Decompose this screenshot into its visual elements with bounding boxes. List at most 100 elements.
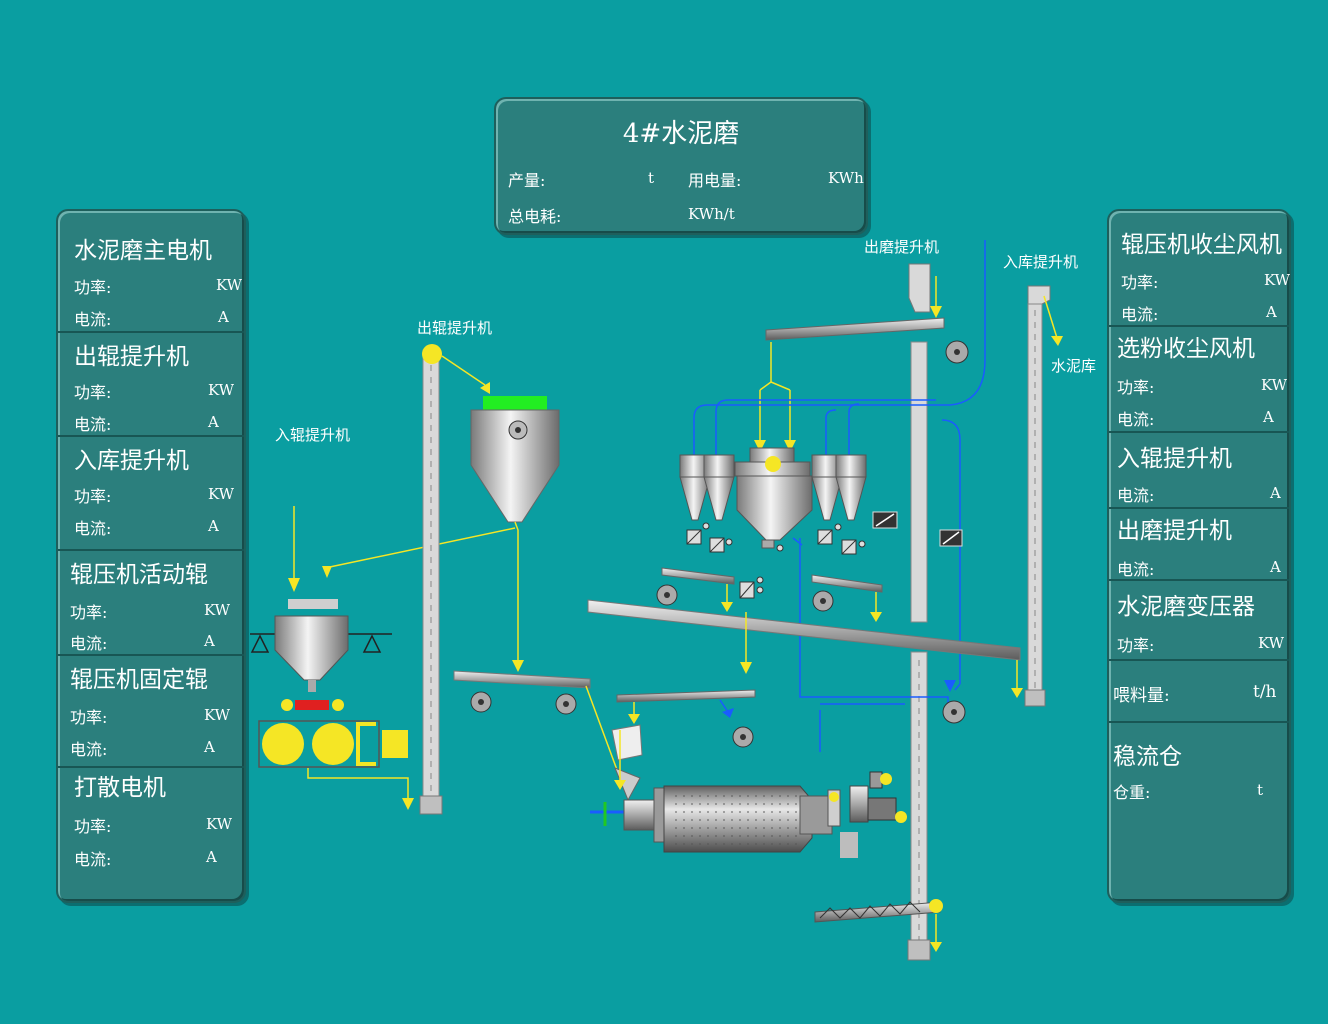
current-label: 电流: [74,519,112,538]
power-label: 功率: [70,708,108,727]
right-equipment-panel: 辊压机收尘风机 功率: KW 电流: A 选粉收尘风机 功率: KW 电流: A… [1107,209,1291,903]
section-main-motor: 水泥磨主电机 功率: KW 电流: A [58,211,244,333]
screw-conveyor [814,899,943,923]
roller-in-feed-chute [288,506,516,592]
section-scatter-motor: 打散电机 功率: KW 电流: A [58,766,244,896]
feed-unit: t/h [1253,682,1277,702]
current-label: 电流: [1121,305,1159,324]
section-roller-out-elevator: 出辊提升机 功率: KW 电流: A [58,331,244,437]
power-label: 功率: [70,603,108,622]
power-unit: KW [1258,634,1285,652]
section-storage-elevator: 入库提升机 功率: KW 电流: A [58,435,244,551]
power-label: 功率: [74,817,112,836]
weight-label: 仓重: [1113,783,1151,802]
left-belt-conveyor [453,670,621,779]
section-title: 水泥磨变压器 [1117,594,1255,620]
power-label: 功率: [74,487,112,506]
power-label: 功率: [1117,378,1155,397]
current-unit: A [1270,484,1281,502]
label-roller-in-elevator: 入辊提升机 [275,426,350,444]
section-roller-dust-fan: 辊压机收尘风机 功率: KW 电流: A [1109,211,1291,327]
current-unit: A [218,308,229,326]
power-label: 功率: [74,278,112,297]
ball-mill [590,724,907,858]
current-label: 电流: [74,415,112,434]
power-unit: KW [204,601,231,619]
power-use-label: 用电量: [688,171,742,190]
page-title: 4#水泥磨 [622,119,740,149]
label-cement-silo: 水泥库 [1051,357,1096,375]
output-unit: t [648,169,655,187]
storage-elevator [1011,285,1063,707]
section-movable-roller: 辊压机活动辊 功率: KW 电流: A [58,549,244,656]
power-unit: KW [1261,376,1288,394]
power-unit: KW [216,276,243,294]
section-title: 打散电机 [74,775,166,801]
header-panel: 4#水泥磨 产量: t 用电量: KWh 总电耗: KWh/t [494,97,868,235]
section-mill-out-elevator: 出磨提升机 电流: A [1109,507,1289,581]
current-label: 电流: [1117,486,1155,505]
cyclone-left-2 [703,454,735,521]
total-power-label: 总电耗: [508,207,562,226]
section-feed-rate: 喂料量: t/h [1109,659,1289,723]
section-title: 稳流仓 [1113,744,1182,770]
rotary-valves [686,522,866,555]
cyclone-left-1 [679,454,711,521]
current-unit: A [204,632,215,650]
roller-press [258,699,414,810]
current-unit: A [1263,408,1274,426]
power-use-unit: KWh [828,169,864,187]
section-fixed-roller: 辊压机固定辊 功率: KW 电流: A [58,654,244,768]
section-title: 辊压机活动辊 [70,562,208,588]
section-title: 入库提升机 [74,448,189,474]
current-unit: A [1266,303,1277,321]
label-roller-out-elevator: 出辊提升机 [417,319,492,337]
current-unit: A [206,848,217,866]
lower-air-slide [614,689,756,790]
power-label: 功率: [1117,636,1155,655]
section-title: 水泥磨主电机 [74,238,212,264]
long-diagonal-conveyor [587,599,1021,674]
section-mill-transformer: 水泥磨变压器 功率: KW [1109,579,1289,661]
current-unit: A [1270,558,1281,576]
current-label: 电流: [70,634,108,653]
current-label: 电流: [74,850,112,869]
power-unit: KW [208,485,235,503]
section-title: 入辊提升机 [1117,446,1232,472]
power-unit: KW [208,381,235,399]
weight-unit: t [1257,781,1264,799]
section-buffer-bin: 稳流仓 仓重: t [1109,721,1289,891]
label-storage-elevator: 入库提升机 [1003,253,1078,271]
section-roller-in-elevator: 入辊提升机 电流: A [1109,431,1289,509]
current-label: 电流: [70,740,108,759]
output-label: 产量: [508,171,546,190]
section-title: 辊压机固定辊 [70,667,208,693]
separator-main [734,447,813,552]
section-title: 出磨提升机 [1117,518,1232,544]
separator-cyclones [679,447,867,555]
power-label: 功率: [1121,273,1159,292]
current-label: 电流: [1117,560,1155,579]
power-unit: KW [204,706,231,724]
v-separator-hopper [470,396,560,672]
current-unit: A [204,738,215,756]
current-label: 电流: [1117,410,1155,429]
total-power-unit: KWh/t [688,205,735,223]
power-unit: KW [206,815,233,833]
cyclone-right-2 [835,454,867,521]
buffer-bin [250,599,392,692]
air-arrow-icon [944,680,956,692]
feed-label: 喂料量: [1113,686,1170,706]
separator-dust-fan [942,700,966,724]
top-air-slide [754,317,969,452]
current-unit: A [208,413,219,431]
power-label: 功率: [74,383,112,402]
section-separator-dust-fan: 选粉收尘风机 功率: KW 电流: A [1109,325,1289,433]
mill-out-elevator [907,263,942,961]
damper-valves [872,511,963,547]
mid-air-slides [656,567,883,622]
power-unit: KW [1264,271,1291,289]
current-label: 电流: [74,310,112,329]
label-mill-out-elevator: 出磨提升机 [864,238,939,256]
